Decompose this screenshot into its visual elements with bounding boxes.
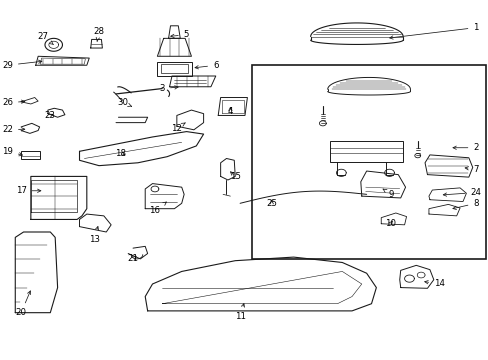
Text: 18: 18 [115,149,126,158]
Text: 12: 12 [171,123,185,132]
Text: 17: 17 [16,186,41,195]
Text: 2: 2 [452,143,478,152]
Bar [161,64,188,73]
Text: 15: 15 [229,172,240,181]
Text: 11: 11 [234,303,245,321]
Bar [21,150,40,159]
Text: 9: 9 [382,189,393,199]
Text: 10: 10 [385,219,396,228]
Text: 13: 13 [88,226,100,244]
Text: 3: 3 [159,84,178,93]
Text: 19: 19 [2,147,22,156]
Text: 16: 16 [149,202,166,215]
Text: 4: 4 [227,107,233,116]
Text: 24: 24 [442,188,481,197]
Text: 5: 5 [170,30,189,39]
Text: 21: 21 [127,255,138,264]
Text: 27: 27 [38,32,53,45]
Text: 28: 28 [93,27,104,41]
Text: 14: 14 [424,279,444,288]
Text: 30: 30 [118,98,131,107]
Bar [157,62,191,76]
Bar [329,140,402,162]
Text: 29: 29 [2,60,42,70]
Text: 23: 23 [45,111,56,120]
Text: 6: 6 [195,61,218,70]
Text: 26: 26 [2,98,25,107]
Text: 25: 25 [265,199,277,208]
Text: 8: 8 [452,199,478,210]
Bar [252,65,485,259]
Text: 20: 20 [16,291,31,317]
Text: 1: 1 [389,23,478,39]
Text: 7: 7 [464,165,478,174]
Text: 22: 22 [2,125,25,134]
